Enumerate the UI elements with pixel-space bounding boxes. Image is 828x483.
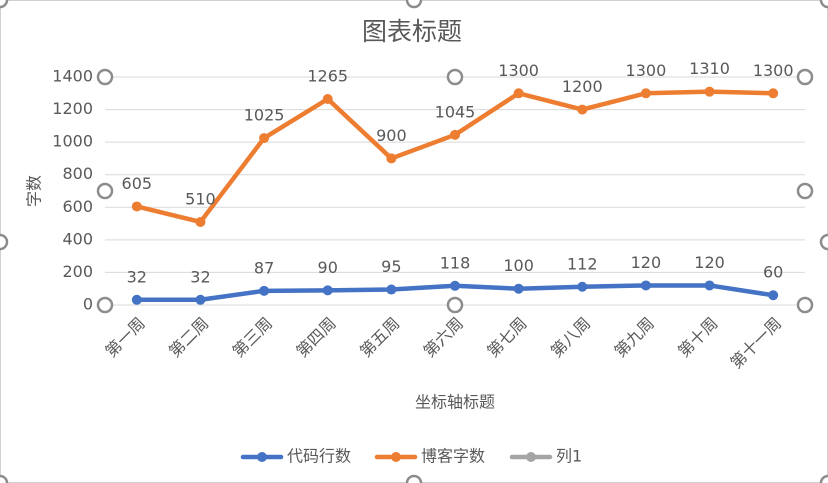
point	[577, 281, 588, 292]
plot-handle[interactable]	[96, 296, 114, 314]
legend-marker	[526, 452, 536, 462]
point	[322, 93, 333, 104]
handle[interactable]	[0, 233, 9, 251]
data-label: 120	[631, 253, 662, 272]
data-label: 1265	[307, 66, 348, 85]
point	[450, 280, 460, 291]
point	[577, 104, 588, 115]
legend-marker	[257, 452, 267, 462]
data-label: 32	[127, 267, 147, 286]
data-label: 87	[254, 258, 274, 277]
data-label: 1025	[244, 106, 285, 125]
point	[450, 129, 460, 140]
data-label: 32	[190, 267, 210, 286]
data-label: 510	[185, 189, 216, 208]
x-axis-title: 坐标轴标题	[415, 393, 495, 412]
y-tick-label: 0	[83, 295, 93, 314]
data-label: 1045	[435, 102, 476, 121]
plot-handle[interactable]	[796, 182, 814, 200]
point	[386, 153, 397, 164]
data-label: 1300	[753, 61, 794, 80]
handle[interactable]	[819, 233, 828, 251]
point	[195, 294, 206, 305]
point	[704, 86, 715, 97]
data-label: 1200	[562, 77, 603, 96]
y-tick-label: 400	[62, 229, 93, 248]
data-label: 100	[503, 256, 534, 275]
y-tick-label: 600	[62, 197, 93, 216]
data-label: 95	[381, 257, 401, 276]
legend-label: 列1	[556, 447, 582, 466]
point	[640, 88, 651, 99]
y-tick-label: 800	[62, 164, 93, 183]
data-label: 900	[376, 126, 407, 145]
data-label: 112	[567, 254, 598, 273]
data-label: 90	[318, 258, 338, 277]
data-label: 118	[440, 253, 471, 272]
plot-handle[interactable]	[446, 68, 464, 86]
handle[interactable]	[0, 474, 9, 483]
plot-handle[interactable]	[96, 182, 114, 200]
plot-handle[interactable]	[446, 296, 464, 314]
y-tick-label: 1000	[52, 132, 93, 151]
data-label: 605	[122, 174, 153, 193]
data-label: 1300	[626, 61, 667, 80]
point	[704, 280, 715, 291]
point	[131, 201, 142, 212]
point	[322, 285, 333, 296]
point	[640, 280, 651, 291]
plot-handle[interactable]	[796, 296, 814, 314]
plot-handle[interactable]	[96, 68, 114, 86]
legend-label: 代码行数	[287, 447, 351, 466]
handle[interactable]	[819, 474, 828, 483]
point	[259, 285, 270, 296]
y-tick-label: 200	[62, 262, 93, 281]
point	[386, 284, 397, 295]
handle[interactable]	[405, 474, 423, 483]
y-tick-label: 1200	[52, 99, 93, 118]
point	[768, 290, 779, 301]
point	[195, 216, 206, 227]
y-axis-title: 字数	[25, 175, 44, 207]
data-label: 1310	[689, 59, 730, 78]
point	[513, 283, 524, 294]
handle[interactable]	[0, 0, 9, 9]
y-tick-label: 1400	[52, 67, 93, 86]
data-label: 120	[694, 253, 725, 272]
chart-title: 图表标题	[362, 17, 462, 46]
point	[259, 133, 270, 144]
handle[interactable]	[405, 0, 423, 9]
point	[768, 88, 779, 99]
legend-marker	[391, 452, 401, 462]
data-label: 60	[763, 263, 783, 282]
point	[131, 294, 142, 305]
handle[interactable]	[819, 0, 828, 9]
data-label: 1300	[498, 61, 539, 80]
legend-label: 博客字数	[421, 447, 485, 466]
plot-handle[interactable]	[796, 68, 814, 86]
point	[513, 88, 524, 99]
